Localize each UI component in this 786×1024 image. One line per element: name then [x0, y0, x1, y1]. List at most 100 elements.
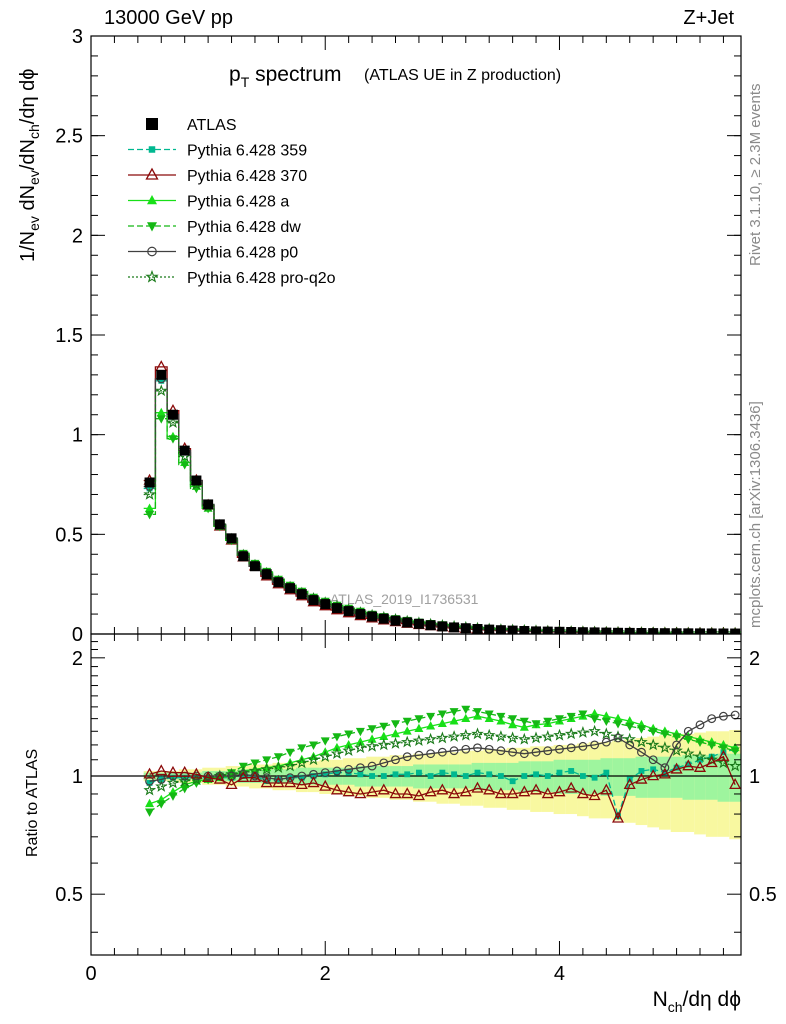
- ratio-point-pdw: [227, 769, 237, 778]
- ratio-point-pp0: [707, 714, 717, 724]
- ratio-point-p359: [322, 771, 329, 778]
- ratio-line-p359: [149, 748, 736, 819]
- y-label-part: dN: [17, 185, 39, 216]
- ratio-point-pdw: [695, 738, 705, 748]
- y-label-part: 1/N: [17, 231, 39, 262]
- point-pa: [156, 407, 166, 417]
- ratio-point-p370: [307, 776, 320, 788]
- y-label-part: ev: [26, 170, 42, 185]
- ratio-point-pdw: [660, 730, 670, 739]
- legend-marker-atlas: [146, 118, 158, 130]
- ratio-point-pa: [613, 713, 623, 723]
- ratio-point-p370: [143, 767, 156, 779]
- ratio-point-pa: [414, 723, 424, 733]
- ratio-point-pp0: [461, 744, 471, 754]
- ratio-y-tick-label: 2: [72, 648, 83, 670]
- ratio-point-pdw: [672, 733, 682, 742]
- ratio-point-pdw: [554, 715, 564, 724]
- point-atlas: [624, 627, 635, 634]
- ratio-point-p359: [579, 773, 586, 779]
- legend-label-pq2o: Pythia 6.428 pro-q2o: [187, 270, 336, 287]
- ratio-point-p359: [462, 773, 469, 779]
- ratio-point-pa: [625, 716, 635, 725]
- ratio-point-pq2o: [447, 730, 461, 742]
- point-atlas: [378, 613, 389, 624]
- ratio-point-p370: [494, 787, 507, 799]
- ratio-point-pp0: [332, 766, 342, 776]
- ratio-point-p359: [427, 773, 434, 779]
- ratio-point-pdw: [332, 733, 342, 742]
- ratio-point-pa: [519, 722, 529, 731]
- ratio-panel: 0.5 0.5 1 1 2 2 0 2 4 Ratio to ATLAS Nch/dη dϕ: [24, 633, 777, 1015]
- ratio-point-pp0: [590, 740, 600, 750]
- main-panel: 0 0.5 1 1.5 2 2.5 3 pT spectrum (ATLAS UE in Z p…: [17, 26, 742, 646]
- series-atlas: [144, 369, 741, 634]
- y-tick-label: 0.5: [55, 524, 83, 546]
- ratio-point-pq2o: [260, 762, 273, 775]
- ratio-point-p359: [146, 780, 153, 786]
- x-tick-label: 4: [554, 963, 565, 985]
- ratio-point-p359: [521, 773, 528, 779]
- point-atlas: [343, 606, 354, 617]
- point-atlas: [226, 533, 237, 544]
- y-tick-label: 1: [72, 425, 83, 447]
- ratio-point-pa: [449, 716, 459, 725]
- ratio-point-p359: [556, 769, 563, 776]
- ratio-point-pdw: [730, 747, 740, 756]
- ratio-point-pp0: [484, 744, 494, 754]
- point-atlas: [589, 627, 600, 634]
- ratio-point-pdw: [707, 741, 717, 750]
- ratio-point-p359: [369, 773, 376, 779]
- ratio-point-p359: [240, 773, 247, 779]
- legend-label-pp0: Pythia 6.428 p0: [187, 245, 298, 262]
- ratio-point-pp0: [285, 773, 295, 783]
- ratio-point-pp0: [156, 775, 166, 784]
- y-tick-label: 2: [72, 225, 83, 247]
- ratio-point-pdw: [636, 725, 646, 734]
- ratio-point-pq2o: [541, 730, 555, 742]
- ratio-point-pa: [437, 718, 447, 727]
- ratio-point-p359: [310, 773, 317, 779]
- ratio-point-pq2o: [412, 734, 426, 747]
- ratio-point-pp0: [672, 740, 682, 750]
- ratio-point-pdw: [449, 708, 459, 717]
- ratio-point-pp0: [719, 711, 728, 721]
- ratio-point-pdw: [531, 720, 541, 729]
- y-label-part: /dN: [17, 139, 39, 170]
- point-pdw: [145, 511, 155, 520]
- ratio-point-p370: [295, 778, 308, 790]
- legend-marker-pdw: [147, 222, 157, 232]
- title-p: p: [229, 63, 241, 86]
- ratio-point-pq2o: [682, 747, 695, 760]
- ratio-point-pdw: [625, 722, 635, 732]
- ratio-point-pq2o: [482, 728, 496, 741]
- ratio-point-pdw: [578, 710, 588, 719]
- ratio-point-p370: [635, 772, 648, 784]
- ratio-point-p370: [658, 767, 671, 779]
- ratio-point-p359: [486, 771, 493, 778]
- point-atlas: [566, 627, 577, 634]
- ratio-point-pdw: [613, 720, 623, 729]
- ratio-point-p370: [319, 779, 332, 791]
- ratio-point-pa: [332, 742, 342, 752]
- ratio-point-p370: [401, 787, 414, 799]
- ratio-point-p370: [412, 789, 425, 801]
- ratio-point-pa: [367, 734, 377, 743]
- ratio-point-p370: [600, 783, 613, 795]
- ratio-point-p370: [565, 781, 578, 793]
- band-inner: [612, 758, 624, 796]
- ratio-point-pa: [145, 798, 155, 808]
- ratio-point-pa: [426, 721, 436, 730]
- ratio-point-pq2o: [166, 776, 180, 789]
- ratio-point-p370: [623, 778, 636, 790]
- ratio-point-pq2o: [330, 747, 344, 760]
- band-inner: [682, 755, 695, 800]
- ratio-point-p370: [330, 783, 343, 795]
- point-pq2o: [155, 384, 168, 397]
- ratio-point-p370: [729, 778, 741, 790]
- point-atlas: [718, 628, 729, 634]
- ratio-point-pq2o: [494, 730, 508, 742]
- band-inner: [553, 759, 566, 794]
- y-label-part: /dη dϕ: [17, 69, 39, 125]
- ratio-point-pq2o: [529, 731, 543, 744]
